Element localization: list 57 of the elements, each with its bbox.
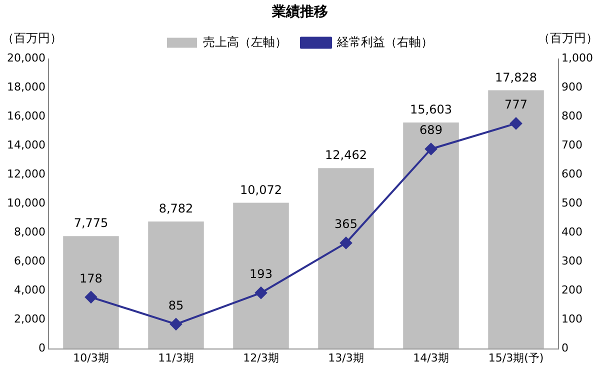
x-tick-label: 14/3期 [413,351,449,364]
point [255,286,267,299]
y-axis-title: （百万円） [2,30,62,45]
point [510,117,522,130]
y-tick-label: 6,000 [14,254,46,268]
y2-tick-label: 200 [562,284,583,297]
bar [148,221,204,349]
x-tick-label: 11/3期 [158,351,194,364]
data-label: 8,782 [158,202,194,216]
x-tick-label: 10/3期 [73,351,109,364]
y-tick-label: 10,000 [6,196,46,210]
y2-tick-label: 100 [562,312,583,326]
point [340,236,352,249]
bar [233,202,289,349]
y2-tick-label: 0 [562,342,569,355]
bar [403,122,459,349]
legend-label: 売上高（左軸） [203,34,287,49]
y-tick-label: 12,000 [6,168,46,181]
data-label: 10,072 [240,182,282,197]
y-tick-label: 4,000 [14,284,46,297]
point [170,318,182,330]
bar [63,236,119,349]
chart-title: 業績推移 [271,4,328,20]
y-tick-label: 20,000 [6,52,46,65]
data-label: 365 [334,217,358,232]
y2-tick-label: 600 [562,168,583,181]
data-label: 777 [504,98,528,112]
y2-tick-label: 300 [562,254,583,268]
x-tick-label: 13/3期 [328,351,364,364]
y-tick-label: 2,000 [14,312,46,326]
y2-tick-label: 700 [562,138,583,152]
y2-tick-label: 400 [562,226,583,239]
y-tick-label: 16,000 [6,110,46,123]
data-label: 12,462 [325,148,367,162]
y2-tick-label: 800 [562,110,583,123]
data-label: 17,828 [495,70,538,84]
data-label: 689 [420,123,442,138]
bar [488,90,544,349]
legend-label: 経常利益（右軸） [336,34,433,49]
y-tick-label: 8,000 [14,226,46,239]
y2-axis-title: （百万円） [538,30,598,45]
x-tick-label: 15/3期(予) [488,351,544,364]
y2-tick-label: 1,000 [562,52,594,65]
data-label: 85 [168,298,184,312]
x-tick-label: 12/3期 [243,351,279,364]
data-label: 15,603 [410,102,452,117]
point [425,142,438,155]
data-label: 7,775 [74,216,108,230]
data-label: 178 [80,271,102,286]
data-label: 193 [250,266,272,281]
point [84,291,97,304]
bar [318,168,374,349]
y-tick-label: 14,000 [6,138,46,152]
y-tick-label: 0 [38,342,46,355]
y2-tick-label: 500 [562,196,583,210]
y-tick-label: 18,000 [6,80,46,94]
y2-tick-label: 900 [562,80,583,94]
